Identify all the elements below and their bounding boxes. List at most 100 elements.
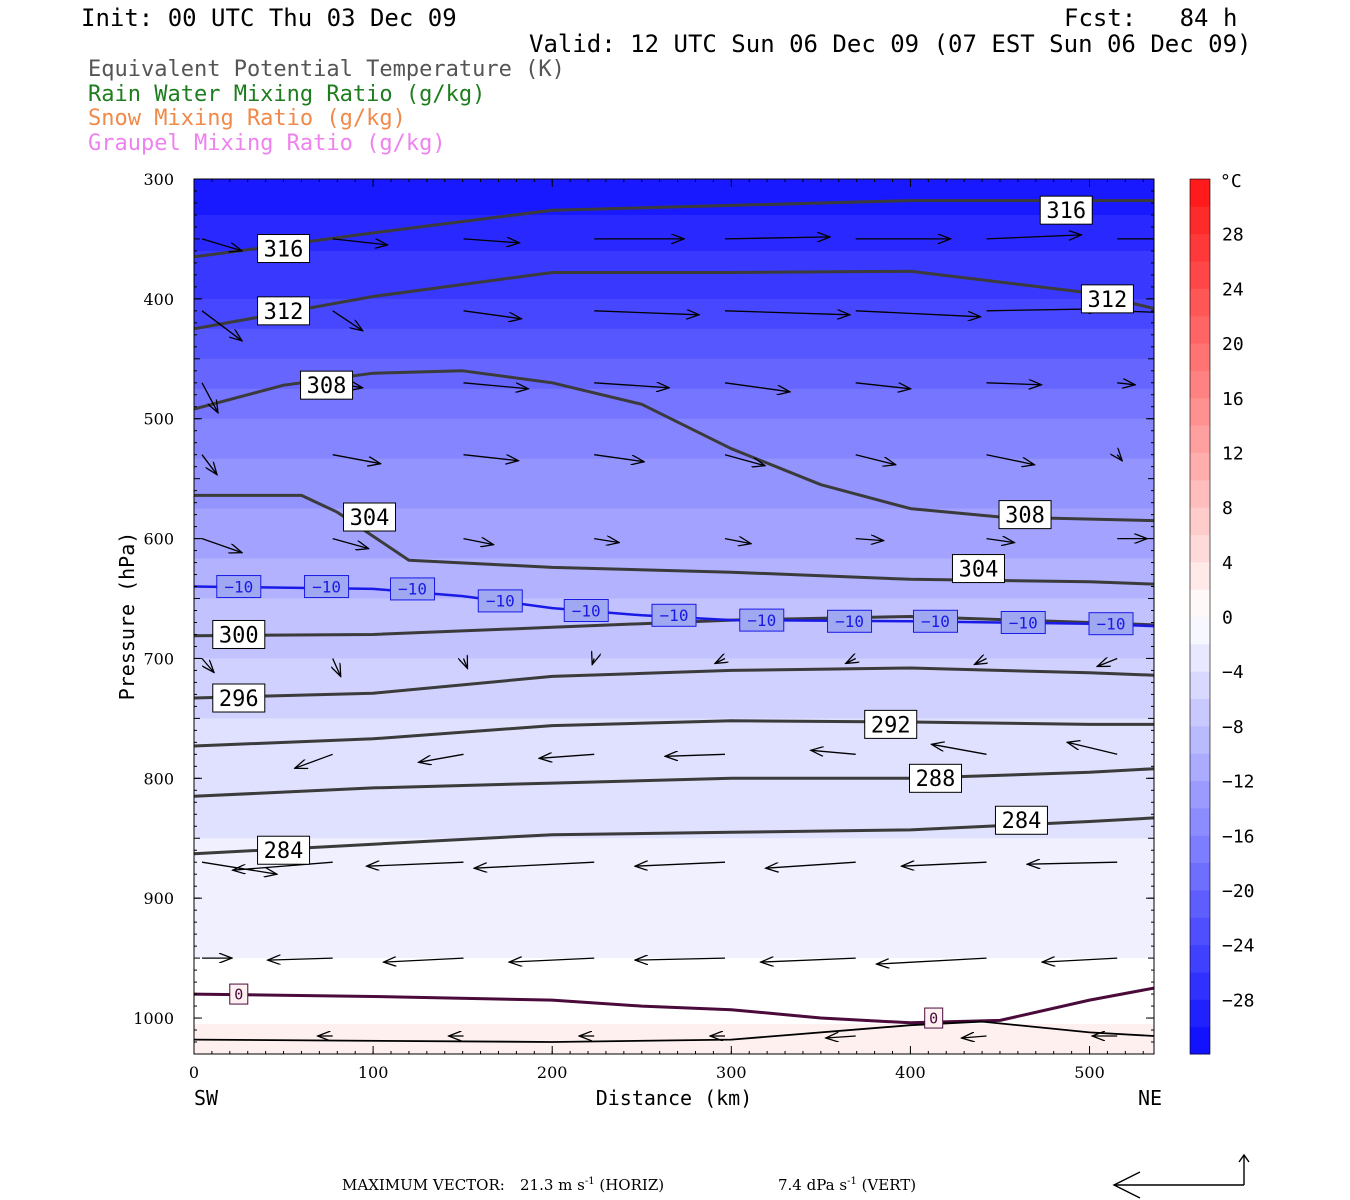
minus10-label: −10 [312, 577, 341, 596]
minus10-label-box [1088, 612, 1134, 636]
theta-e-contour-304 [194, 493, 1154, 586]
x-tick-label: 200 [537, 1063, 568, 1082]
theta-e-label-308: 308 [1005, 504, 1045, 529]
theta-e-label-312: 312 [1088, 288, 1128, 313]
wind-vector [986, 235, 1082, 239]
vert-unit: (VERT) [856, 1176, 917, 1194]
theta-e-label-304-box [343, 502, 397, 532]
colorbar: 28 24 20 16 12 8 4 0 −4 −8 −12 −16 −20 −24 −28 [1189, 178, 1255, 1055]
temperature-band [194, 1034, 1154, 1045]
colorbar-swatch [1190, 971, 1210, 1000]
temperature-band [194, 638, 1154, 650]
temperature-band [194, 708, 1154, 720]
temperature-band [194, 628, 1154, 640]
colorbar-swatch [1190, 862, 1210, 891]
ne-label: NE [1138, 1086, 1162, 1110]
zero-label-box [229, 983, 249, 1005]
wind-vector [1027, 862, 1118, 864]
wind-vector [975, 659, 987, 665]
colorbar-swatch [1190, 889, 1210, 918]
colorbar-swatch [1190, 233, 1210, 262]
temperature-band [194, 190, 1154, 198]
colorbar-swatch [1190, 452, 1210, 481]
temperature-band [194, 338, 1154, 350]
temperature-band [194, 648, 1154, 660]
minus10-label-box [739, 608, 785, 632]
temperature-band [194, 1014, 1154, 1025]
wind-vector [332, 454, 381, 464]
temperature-band [194, 538, 1154, 550]
y-tick-label: 300 [143, 170, 174, 189]
wind-vector [724, 454, 765, 466]
wind-vector [1117, 455, 1122, 461]
minus10-label: −10 [224, 577, 253, 596]
temperature-band [194, 250, 1154, 260]
temperature-band [194, 428, 1154, 440]
temperature-band [194, 488, 1154, 500]
colorbar-swatch [1190, 534, 1210, 563]
wind-vector [811, 750, 856, 754]
wind-vector [384, 958, 464, 962]
temperature-band [194, 558, 1154, 570]
temperature-band [194, 274, 1154, 284]
temperature-band [194, 220, 1154, 228]
wind-vector [233, 861, 333, 870]
theta-e-label-308-box [998, 500, 1052, 530]
wind-vector [268, 958, 333, 960]
temperature-band [194, 738, 1154, 750]
colorbar-swatch [1190, 179, 1210, 207]
x-tick-label: 0 [189, 1063, 199, 1082]
minus10-label: −10 [486, 592, 515, 611]
temperature-band [194, 658, 1154, 670]
temperature-band [194, 348, 1154, 360]
temperature-band [194, 214, 1154, 222]
colorbar-unit: °C [1220, 171, 1242, 192]
temperature-band [194, 982, 1154, 989]
wind-vector [592, 659, 594, 665]
y-tick-label: 800 [143, 769, 174, 788]
wind-vector [877, 957, 987, 964]
wind-vector [463, 310, 522, 319]
theta-e-label-284-box [994, 805, 1048, 835]
temperature-band [194, 258, 1154, 268]
minus10-label: −10 [747, 611, 776, 630]
colorbar-tick-label: −12 [1222, 772, 1255, 793]
temperature-band [194, 938, 1154, 949]
temperature-band [194, 298, 1154, 310]
colorbar-swatch [1190, 589, 1210, 617]
temperature-band [194, 244, 1154, 252]
wind-vector [201, 238, 242, 251]
colorbar-swatch [1190, 397, 1210, 426]
wind-vector [715, 659, 725, 664]
valid-time: Valid: 12 UTC Sun 06 Dec 09 (07 EST Sun … [529, 30, 1252, 58]
colorbar-swatch [1190, 944, 1210, 973]
colorbar-swatch [1190, 425, 1210, 453]
colorbar-tick-label: 28 [1222, 225, 1244, 246]
colorbar-tick-label: −28 [1222, 990, 1255, 1011]
zero-label: 0 [929, 1009, 938, 1027]
temperature-band [194, 290, 1154, 300]
theta-e-label-308: 308 [307, 374, 347, 399]
theta-e-label-304: 304 [959, 557, 999, 582]
theta-e-contour-292 [194, 719, 1154, 748]
colorbar-swatch [1190, 725, 1210, 754]
temperature-band [194, 988, 1154, 995]
colorbar-tick-label: −16 [1222, 826, 1255, 847]
temperature-band [194, 698, 1154, 710]
temperature-band [194, 398, 1154, 410]
temperature-band [194, 1004, 1154, 1015]
temperature-band [194, 578, 1154, 590]
colorbar-tick-label: 8 [1222, 498, 1233, 519]
x-tick-label: 100 [358, 1063, 389, 1082]
y-tick-label: 900 [143, 889, 174, 908]
x-tick-label: 300 [716, 1063, 747, 1082]
temperature-band [194, 678, 1154, 690]
theta-e-label-292: 292 [871, 713, 911, 738]
wind-vector [509, 958, 595, 962]
wind-vector [463, 539, 494, 545]
theta-e-label-316: 316 [264, 237, 304, 262]
minus10-label: −10 [921, 612, 950, 631]
wind-vector [826, 1036, 856, 1038]
wind-vector [855, 539, 884, 541]
y-axis-title: Pressure (hPa) [115, 532, 139, 701]
